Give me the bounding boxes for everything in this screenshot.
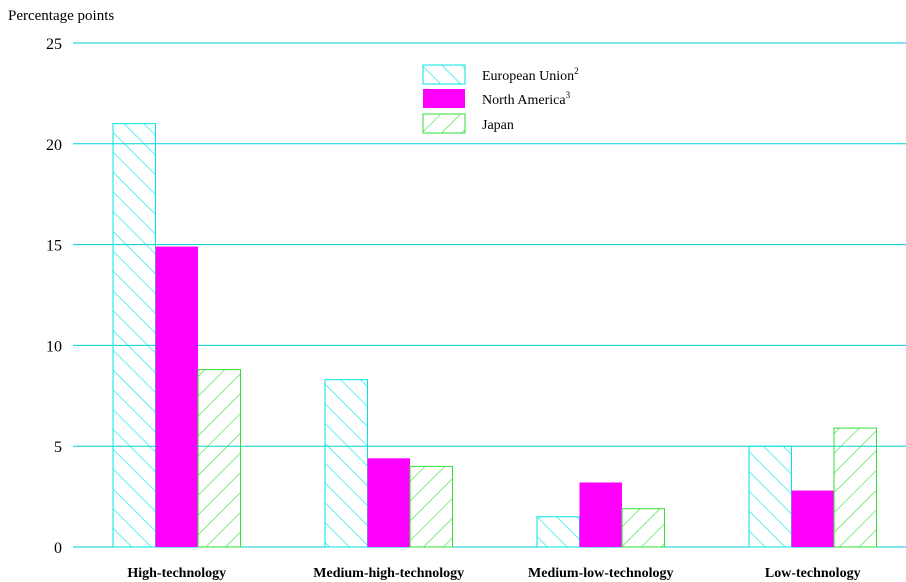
bar-japan-medium-high-technology [409, 465, 453, 548]
y-tick-label-0: 0 [54, 540, 62, 557]
bar-european-union-low-technology [748, 445, 792, 548]
bar-japan-medium-low-technology [621, 508, 665, 548]
legend-footnote-north-america: 3 [566, 90, 571, 100]
y-tick-label-5: 5 [54, 439, 62, 456]
bar-north-america-low-technology [791, 490, 834, 547]
bars [112, 123, 877, 548]
bar-north-america-medium-high-technology [367, 458, 410, 547]
category-label-high-technology: High-technology [127, 566, 226, 581]
legend-label-japan: Japan [482, 118, 514, 133]
category-label-medium-high-technology: Medium-high-technology [313, 566, 464, 581]
y-tick-label-25: 25 [46, 36, 62, 53]
category-labels: High-technology Medium-high-technology Med… [127, 566, 860, 581]
y-tick-label-15: 15 [46, 238, 62, 255]
legend-footnote-european-union: 2 [574, 66, 579, 76]
bar-japan-high-technology [197, 369, 241, 548]
legend: European Union2 North America3 Japan [422, 64, 579, 134]
bar-north-america-high-technology [155, 246, 198, 547]
category-label-low-technology: Low-technology [765, 566, 861, 581]
legend-label-european-union: European Union [482, 69, 574, 84]
y-axis-label: Percentage points [8, 8, 114, 24]
y-tick-label-10: 10 [46, 338, 62, 355]
bar-north-america-medium-low-technology [579, 482, 622, 547]
svg-text:European Union2: European Union2 [482, 66, 579, 84]
svg-text:North America3: North America3 [482, 90, 571, 108]
bar-japan-low-technology [833, 427, 877, 548]
bar-european-union-medium-low-technology [536, 516, 580, 548]
svg-text:Japan: Japan [482, 118, 514, 133]
legend-swatch-north-america [423, 89, 465, 108]
legend-swatch-european-union [422, 64, 466, 85]
bar-european-union-high-technology [112, 123, 156, 548]
y-tick-label-20: 20 [46, 137, 62, 154]
legend-label-north-america: North America [482, 93, 566, 108]
legend-swatch-japan [422, 113, 466, 134]
bar-european-union-medium-high-technology [324, 379, 368, 548]
y-tick-labels: 0 5 10 15 20 25 [46, 36, 62, 557]
category-label-medium-low-technology: Medium-low-technology [528, 566, 673, 581]
